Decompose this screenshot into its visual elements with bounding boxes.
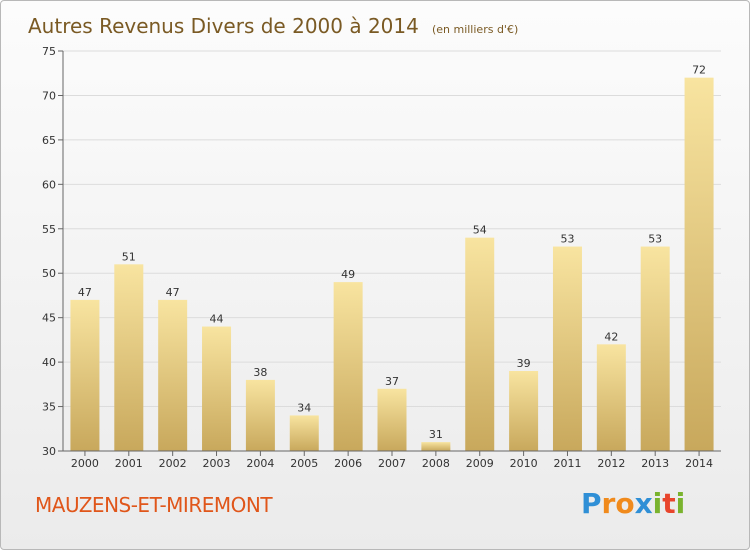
bar-value-2011: 53 bbox=[560, 233, 574, 246]
logo-letter: t bbox=[662, 487, 676, 520]
x-tick-label-2013: 2013 bbox=[641, 457, 669, 470]
logo-letter: i bbox=[652, 487, 663, 520]
y-tick-label-45: 45 bbox=[42, 312, 56, 325]
x-tick-label-2009: 2009 bbox=[466, 457, 494, 470]
y-tick-label-70: 70 bbox=[42, 89, 56, 102]
logo-letter: i bbox=[675, 487, 686, 520]
bar-2011 bbox=[552, 246, 582, 451]
bar-value-2000: 47 bbox=[78, 286, 92, 299]
x-tick-label-2003: 2003 bbox=[203, 457, 231, 470]
x-tick-label-2000: 2000 bbox=[71, 457, 99, 470]
axes: 30 35 40 45 50 55 60 65 70 75 2000 2001 2002 2003 2004… bbox=[42, 45, 721, 470]
y-tick-label-65: 65 bbox=[42, 134, 56, 147]
chart-title-unit: (en milliers d'€) bbox=[432, 23, 518, 36]
bar-2006 bbox=[333, 282, 363, 451]
commune-name: MAUZENS-ET-MIREMONT bbox=[35, 493, 273, 517]
bar-2002 bbox=[158, 299, 188, 451]
x-tick-label-2002: 2002 bbox=[159, 457, 187, 470]
x-tick-label-2011: 2011 bbox=[553, 457, 581, 470]
bar-value-2007: 37 bbox=[385, 375, 399, 388]
bar-value-2010: 39 bbox=[517, 357, 531, 370]
bar-value-2005: 34 bbox=[297, 401, 311, 414]
bar-2004 bbox=[245, 379, 275, 451]
logo-letter: o bbox=[615, 487, 635, 520]
bar-2005 bbox=[289, 415, 319, 451]
x-tick-label-2005: 2005 bbox=[290, 457, 318, 470]
bar-2003 bbox=[202, 326, 232, 451]
bar-2008 bbox=[421, 442, 451, 451]
chart-title: Autres Revenus Divers de 2000 à 2014 (en… bbox=[28, 14, 518, 38]
bar-value-2003: 44 bbox=[210, 313, 224, 326]
bar-value-2013: 53 bbox=[648, 233, 662, 246]
bar-2010 bbox=[509, 371, 539, 451]
bar-value-2002: 47 bbox=[166, 286, 180, 299]
logo-letter: P bbox=[581, 487, 602, 520]
x-tick-label-2012: 2012 bbox=[597, 457, 625, 470]
y-tick-label-40: 40 bbox=[42, 356, 56, 369]
bar-2009 bbox=[465, 237, 495, 451]
bar-2000 bbox=[70, 299, 100, 451]
bar-value-2004: 38 bbox=[253, 366, 267, 379]
y-tick-label-60: 60 bbox=[42, 178, 56, 191]
y-tick-label-75: 75 bbox=[42, 45, 56, 58]
bar-value-2008: 31 bbox=[429, 428, 443, 441]
bar-value-2001: 51 bbox=[122, 250, 136, 263]
x-tick-label-2014: 2014 bbox=[685, 457, 713, 470]
bar-2012 bbox=[596, 344, 626, 451]
logo-letter: x bbox=[634, 487, 653, 520]
x-tick-label-2008: 2008 bbox=[422, 457, 450, 470]
y-tick-label-30: 30 bbox=[42, 445, 56, 458]
bars: 47 51 47 44 38 34 49 37 31 54 39 53 42 53 72 bbox=[70, 64, 714, 452]
bar-value-2006: 49 bbox=[341, 268, 355, 281]
bar-value-2012: 42 bbox=[604, 330, 618, 343]
x-tick-label-2001: 2001 bbox=[115, 457, 143, 470]
y-tick-label-35: 35 bbox=[42, 401, 56, 414]
x-tick-label-2007: 2007 bbox=[378, 457, 406, 470]
y-tick-label-50: 50 bbox=[42, 267, 56, 280]
x-tick-label-2006: 2006 bbox=[334, 457, 362, 470]
bar-2007 bbox=[377, 388, 407, 451]
bar-value-2009: 54 bbox=[473, 224, 487, 237]
y-tick-label-55: 55 bbox=[42, 223, 56, 236]
bar-value-2014: 72 bbox=[692, 64, 706, 77]
bar-2014 bbox=[684, 77, 714, 452]
x-tick-label-2010: 2010 bbox=[510, 457, 538, 470]
x-tick-label-2004: 2004 bbox=[246, 457, 274, 470]
logo-letter: r bbox=[601, 487, 616, 520]
bar-2001 bbox=[114, 264, 144, 451]
proxiti-logo: Proxiti bbox=[581, 487, 685, 520]
bar-2013 bbox=[640, 246, 670, 451]
chart-title-main: Autres Revenus Divers de 2000 à 2014 bbox=[28, 14, 419, 38]
